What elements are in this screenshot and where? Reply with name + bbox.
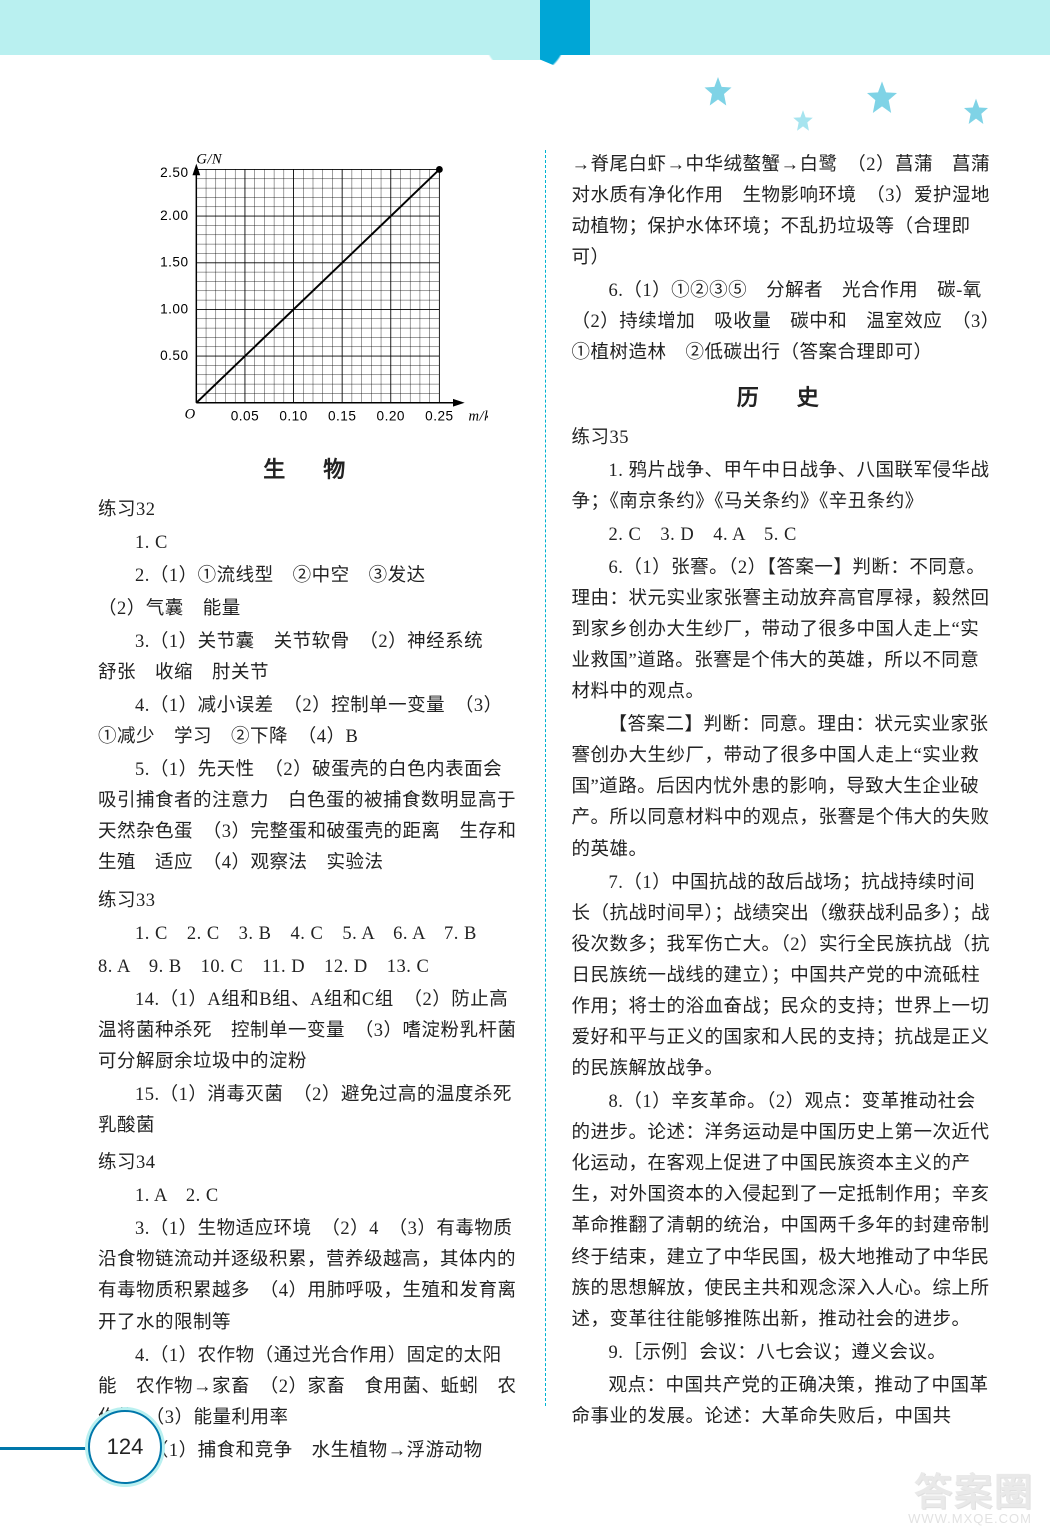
- answer-text: 7.（1）中国抗战的敌后战场；抗战持续时间长（抗战时间早）；战绩突出（缴获战利品…: [572, 868, 993, 1086]
- answer-text: 6.（1）张謇。（2）【答案一】判断：不同意。理由：状元实业家张謇主动放弃高官厚…: [572, 553, 993, 708]
- watermark-text: 答案圈: [914, 1461, 1034, 1516]
- page-number-value: 124: [107, 1434, 144, 1460]
- header-band: [0, 0, 1050, 60]
- answer-text: 4.（1）减小误差 （2）控制单一变量 （3）①减少 学习 ②下降 （4）B: [98, 691, 519, 753]
- svg-text:2.00: 2.00: [160, 208, 188, 223]
- answer-text: 3.（1）生物适应环境 （2）4 （3）有毒物质沿食物链流动并逐级积累，营养级越…: [98, 1214, 519, 1338]
- section-p32: 练习32: [98, 495, 519, 526]
- svg-text:0.25: 0.25: [425, 408, 453, 423]
- content-columns: G/N O 0: [98, 150, 992, 1406]
- answer-text: 14.（1）A组和B组、A组和C组 （2）防止高温将菌种杀死 控制单一变量 （3…: [98, 985, 519, 1078]
- answer-text: （2）气囊 能量: [98, 594, 519, 625]
- gn-vs-mkg-chart: G/N O 0: [138, 150, 488, 442]
- svg-text:1.00: 1.00: [160, 301, 188, 316]
- svg-text:0.20: 0.20: [377, 408, 405, 423]
- biology-heading: 生 物: [98, 452, 519, 489]
- svg-text:0.05: 0.05: [231, 408, 259, 423]
- answer-text: 1. 鸦片战争、甲午中日战争、八国联军侵华战争；《南京条约》《马关条约》《辛丑条…: [572, 456, 993, 518]
- answer-text: 观点：中国共产党的正确决策，推动了中国革命事业的发展。论述：大革命失败后，中国共: [572, 1371, 993, 1433]
- history-heading: 历 史: [572, 380, 993, 417]
- svg-text:0.10: 0.10: [279, 408, 307, 423]
- section-p35: 练习35: [572, 423, 993, 454]
- star-icon: [700, 74, 736, 110]
- section-p34: 练习34: [98, 1148, 519, 1179]
- answer-text: 6.（1）①②③⑤ 分解者 光合作用 碳-氧 （2）持续增加 吸收量 碳中和 温…: [572, 276, 993, 369]
- star-icon: [862, 78, 902, 118]
- page-root: G/N O 0: [0, 0, 1050, 1536]
- answer-text: 8.（1）辛亥革命。（2）观点：变革推动社会的进步。论述：洋务运动是中国历史上第…: [572, 1087, 993, 1336]
- answer-text: 5.（1）先天性 （2）破蛋壳的白色内表面会吸引捕食者的注意力 白色蛋的被捕食数…: [98, 755, 519, 879]
- right-column: →脊尾白虾→中华绒螯蟹→白鹭 （2）菖蒲 菖蒲对水质有净化作用 生物影响环境 （…: [572, 150, 993, 1406]
- left-column: G/N O 0: [98, 150, 519, 1406]
- star-icon: [960, 96, 992, 128]
- answer-text: 9.［示例］会议：八七会议；遵义会议。: [572, 1338, 993, 1369]
- svg-text:0.15: 0.15: [328, 408, 356, 423]
- svg-text:0.50: 0.50: [160, 348, 188, 363]
- watermark-url: WWW.MXQE.COM: [908, 1511, 1032, 1526]
- answer-text: 2.（1）①流线型 ②中空 ③发达: [98, 561, 519, 592]
- column-divider: [545, 150, 546, 1406]
- answer-text: 15.（1）消毒灭菌 （2）避免过高的温度杀死乳酸菌: [98, 1080, 519, 1142]
- answer-text: 1. C 2. C 3. B 4. C 5. A 6. A 7. B: [98, 919, 519, 950]
- page-number-line: [0, 1447, 92, 1450]
- answer-text: 2. C 3. D 4. A 5. C: [572, 520, 993, 551]
- section-p33: 练习33: [98, 886, 519, 917]
- answer-text: 8. A 9. B 10. C 11. D 12. D 13. C: [98, 952, 519, 983]
- bookmark-ribbon: [540, 0, 590, 70]
- answer-text: 4.（1）农作物（通过光合作用）固定的太阳能 农作物→家畜 （2）家畜 食用菌、…: [98, 1341, 519, 1434]
- svg-text:2.50: 2.50: [160, 165, 188, 180]
- svg-text:O: O: [185, 406, 196, 422]
- answer-text: 1. C: [98, 528, 519, 559]
- star-icon: [790, 108, 816, 134]
- page-number: 124: [88, 1410, 162, 1484]
- svg-text:1.50: 1.50: [160, 255, 188, 270]
- answer-text: 3.（1）关节囊 关节软骨 （2）神经系统 舒张 收缩 肘关节: [98, 627, 519, 689]
- answer-text: →脊尾白虾→中华绒螯蟹→白鹭 （2）菖蒲 菖蒲对水质有净化作用 生物影响环境 （…: [572, 150, 993, 274]
- answer-text: 1. A 2. C: [98, 1181, 519, 1212]
- chart-y-label: G/N: [196, 152, 223, 168]
- answer-text: 【答案二】判断：同意。理由：状元实业家张謇创办大生纱厂，带动了很多中国人走上“实…: [572, 710, 993, 865]
- chart-x-label: m/kg: [469, 408, 488, 424]
